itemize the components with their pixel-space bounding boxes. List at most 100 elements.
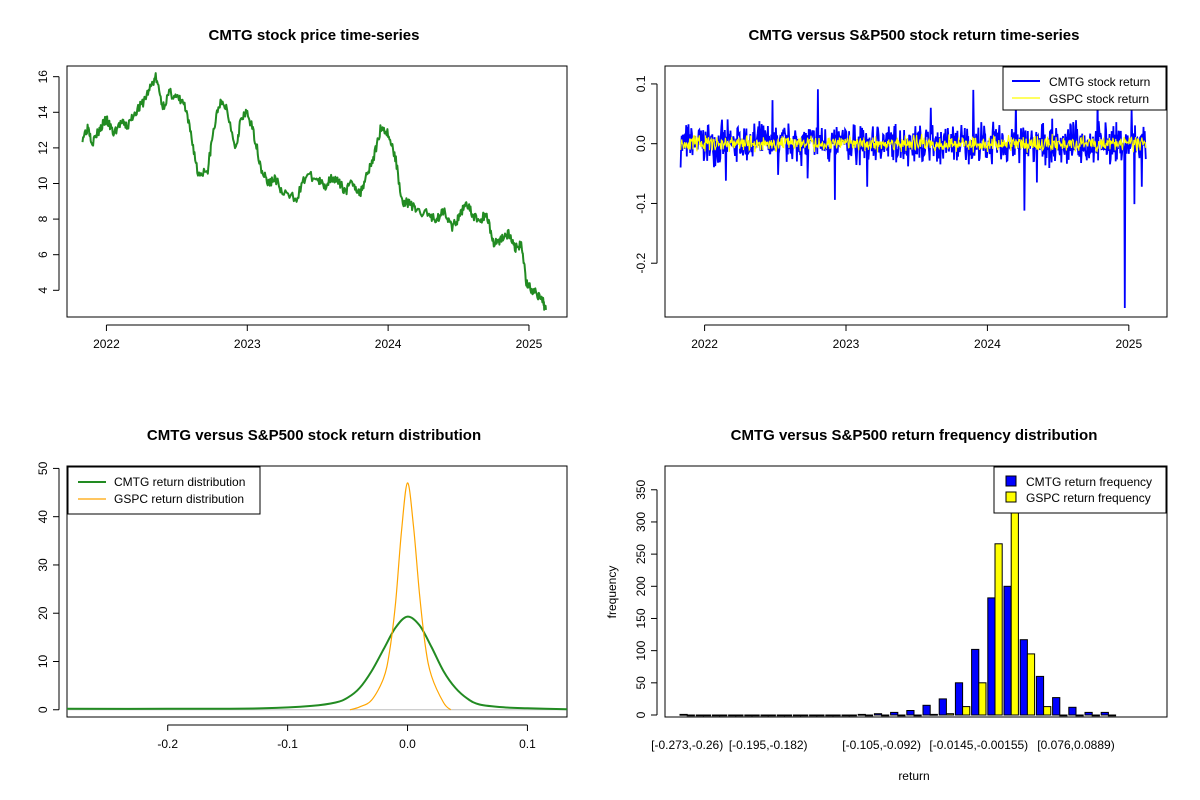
cmtg-frequency-bar: [971, 648, 980, 716]
gspc-frequency-bar: [897, 714, 906, 717]
return-timeseries-title: CMTG versus S&P500 stock return time-ser…: [749, 27, 1080, 44]
return-histogram-y-tick-label: 100: [634, 640, 648, 660]
gspc-frequency-bar: [686, 714, 695, 717]
legend-box: [1002, 66, 1167, 111]
return-timeseries-x-tick-label: 2022: [691, 337, 718, 351]
cmtg-frequency-bar: [825, 714, 834, 717]
gspc-frequency-bar: [1075, 714, 1084, 717]
return-histogram-y-tick-label: 300: [634, 512, 648, 532]
cmtg-frequency-bar: [1035, 675, 1045, 716]
return-density-y-tick-label: 40: [36, 510, 50, 524]
cmtg-frequency-bar: [809, 714, 818, 717]
cmtg-frequency-bar: [906, 710, 915, 716]
gspc-frequency-bar: [913, 714, 922, 717]
gspc-frequency-bar: [735, 714, 744, 717]
gspc-frequency-bar: [962, 706, 971, 716]
legend-box: [993, 466, 1167, 514]
return-histogram-x-tick-label: [-0.195,-0.182): [729, 738, 808, 752]
gspc-frequency-bar: [832, 714, 841, 717]
gspc-frequency-bar: [816, 714, 825, 717]
price-chart-panel: CMTG stock price time-series 2022 2023 202…: [36, 27, 568, 351]
cmtg-frequency-bar: [987, 597, 996, 716]
return-timeseries-plot-frame: [664, 65, 1168, 318]
cmtg-frequency-bar: [954, 682, 964, 716]
price-chart-y-tick-label: 6: [36, 251, 50, 258]
return-histogram-x-tick-label: [-0.273,-0.26): [651, 738, 723, 752]
return-histogram-y-tick-label: 0: [634, 711, 648, 718]
cmtg-frequency-bar: [760, 714, 769, 717]
price-chart-x-tick-label: 2022: [93, 337, 120, 351]
legend-label-cmtg-frequency: CMTG return frequency: [1026, 475, 1152, 489]
cmtg-frequency-bar: [1019, 639, 1028, 716]
gspc-frequency-bar: [1091, 714, 1100, 717]
price-chart-title: CMTG stock price time-series: [209, 27, 420, 44]
gspc-frequency-bar: [881, 714, 890, 717]
return-density-y-axis: 0 10 20 30 40 50: [36, 461, 60, 713]
return-timeseries-x-axis: 2022 2023 2024 2025: [691, 324, 1142, 351]
price-chart-y-tick-label: 8: [36, 215, 50, 222]
return-histogram-x-label: return: [898, 769, 929, 783]
return-density-x-axis: -0.2 -0.1 0.0 0.1: [157, 724, 536, 751]
gspc-frequency-bar: [994, 543, 1003, 716]
gspc-frequency-bar: [848, 714, 857, 717]
price-chart-x-tick-label: 2023: [234, 337, 261, 351]
return-timeseries-x-tick-label: 2023: [833, 337, 860, 351]
return-histogram-y-tick-label: 200: [634, 576, 648, 596]
price-chart-x-axis: 2022 2023 2024 2025: [93, 324, 543, 351]
cmtg-frequency-bar: [922, 704, 931, 716]
return-histogram-y-tick-label: 250: [634, 544, 648, 564]
return-histogram-x-tick-label: [0.076,0.0889): [1037, 738, 1114, 752]
gspc-density-curve: [349, 482, 452, 711]
return-histogram-title: CMTG versus S&P500 return frequency dist…: [731, 427, 1098, 444]
return-density-y-tick-label: 30: [36, 558, 50, 572]
return-density-series: [66, 482, 568, 711]
price-chart-series: [81, 72, 547, 311]
legend-label-cmtg-density: CMTG return distribution: [114, 475, 245, 489]
cmtg-frequency-bar: [1052, 697, 1061, 716]
return-density-x-tick-label: 0.0: [399, 737, 416, 751]
return-histogram-plot-frame: [664, 465, 1168, 718]
gspc-frequency-bar: [929, 713, 938, 716]
return-density-title: CMTG versus S&P500 stock return distribu…: [147, 427, 481, 444]
cmtg-frequency-bar: [792, 714, 802, 717]
return-density-x-tick-label: 0.1: [519, 737, 536, 751]
return-timeseries-y-tick-label: 0.0: [634, 135, 648, 152]
price-chart-y-tick-label: 14: [36, 105, 50, 119]
gspc-frequency-bar: [1026, 653, 1036, 716]
return-histogram-y-label: frequency: [605, 566, 619, 619]
gspc-frequency-bar: [945, 713, 955, 716]
price-chart-y-tick-label: 4: [36, 287, 50, 294]
legend-label-cmtg-return: CMTG stock return: [1049, 75, 1150, 89]
return-histogram-panel: CMTG versus S&P500 return frequency dist…: [605, 427, 1168, 783]
return-histogram-x-tick-label: [-0.105,-0.092): [842, 738, 921, 752]
cmtg-frequency-bar: [938, 698, 947, 716]
gspc-frequency-bar: [1059, 714, 1068, 717]
return-timeseries-x-tick-label: 2024: [974, 337, 1001, 351]
return-density-y-tick-label: 0: [36, 706, 50, 713]
gspc-frequency-bar: [1107, 714, 1117, 717]
return-timeseries-y-tick-label: -0.2: [634, 253, 648, 274]
cmtg-frequency-bar: [1003, 585, 1012, 716]
legend-swatch-cmtg-frequency: [1005, 475, 1017, 487]
legend-label-gspc-density: GSPC return distribution: [114, 492, 244, 506]
price-chart-y-tick-label: 12: [36, 141, 50, 155]
gspc-frequency-bar: [800, 714, 809, 717]
return-density-plot-frame: [66, 465, 568, 718]
cmtg-frequency-bar: [1068, 706, 1077, 716]
gspc-frequency-bar: [783, 714, 793, 717]
return-histogram-x-axis: [-0.273,-0.26) [-0.195,-0.182) [-0.105,-0.…: [651, 738, 1115, 752]
return-density-y-tick-label: 20: [36, 606, 50, 620]
return-timeseries-x-tick-label: 2025: [1115, 337, 1142, 351]
return-histogram-y-tick-label: 150: [634, 608, 648, 628]
price-line: [81, 72, 547, 311]
gspc-frequency-bar: [767, 714, 776, 717]
return-timeseries-panel: CMTG versus S&P500 stock return time-ser…: [634, 27, 1168, 351]
return-timeseries-y-axis: 0.1 0.0 -0.1 -0.2: [634, 75, 658, 274]
cmtg-frequency-bar: [711, 714, 721, 717]
return-density-x-tick-label: -0.1: [277, 737, 298, 751]
gspc-frequency-bar: [864, 714, 874, 717]
legend-label-gspc-frequency: GSPC return frequency: [1026, 491, 1151, 505]
cmtg-frequency-bar: [841, 714, 850, 717]
gspc-frequency-bar: [719, 714, 728, 717]
